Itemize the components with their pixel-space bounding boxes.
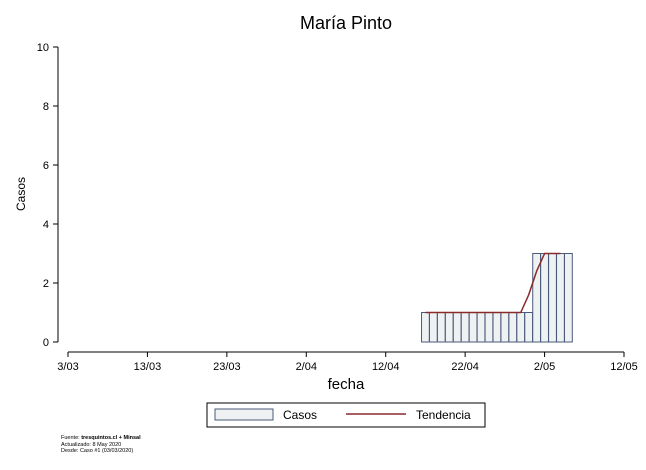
bar	[452, 312, 462, 343]
legend-label-casos: Casos	[283, 408, 317, 422]
bar	[468, 312, 478, 343]
bar	[428, 312, 438, 343]
bar-series	[421, 253, 573, 343]
bar	[500, 312, 510, 343]
y-tick-label: 4	[43, 219, 49, 231]
footnote-source: Fuente: tresquintos.cl + Minsal	[61, 435, 141, 441]
trend-series	[425, 252, 561, 314]
bar	[556, 253, 565, 343]
footnote: Fuente: tresquintos.cl + Minsal Actualiz…	[61, 435, 141, 455]
x-tick-label: 22/04	[451, 361, 479, 373]
x-tick-label: 2/05	[534, 361, 555, 373]
y-tick-label: 6	[43, 160, 49, 172]
x-tick-label: 2/04	[296, 361, 317, 373]
legend-label-tendencia: Tendencia	[416, 408, 471, 422]
bar	[548, 253, 557, 343]
footnote-updated: Actualizado: 8 May 2020	[61, 441, 122, 448]
x-tick-label: 12/05	[610, 361, 638, 373]
bar	[524, 312, 534, 343]
x-axis-label: fecha	[328, 376, 365, 393]
x-tick-label: 23/03	[213, 361, 241, 373]
x-tick-label: 3/03	[57, 361, 78, 373]
y-axis-label: Casos	[14, 177, 28, 211]
bar	[476, 312, 486, 343]
y-tick-label: 2	[43, 278, 49, 290]
y-tick-label: 8	[43, 101, 49, 113]
bar	[492, 312, 502, 343]
bar	[516, 312, 526, 343]
footnote-since: Desde: Caso #1 (03/03/2020)	[61, 448, 134, 454]
bar	[508, 312, 518, 343]
x-tick-label: 12/04	[372, 361, 400, 373]
axes: 0 2 4 6 8 10 3/03 13/03 23/03 2/04 12/04 22/04 2/05 1…	[37, 42, 638, 373]
trend-line	[425, 252, 561, 314]
bar	[484, 312, 494, 343]
legend-swatch-casos	[214, 408, 274, 421]
legend: Casos Tendencia	[206, 402, 486, 428]
bar	[436, 312, 446, 343]
bar	[444, 312, 454, 343]
bar	[540, 253, 549, 343]
x-tick-label: 13/03	[134, 361, 162, 373]
chart-title: María Pinto	[300, 13, 392, 33]
y-tick-label: 0	[43, 337, 49, 349]
legend-box	[206, 402, 486, 428]
bar	[421, 312, 430, 343]
y-tick-label: 10	[37, 42, 49, 54]
bar	[564, 253, 573, 343]
bar	[460, 312, 470, 343]
